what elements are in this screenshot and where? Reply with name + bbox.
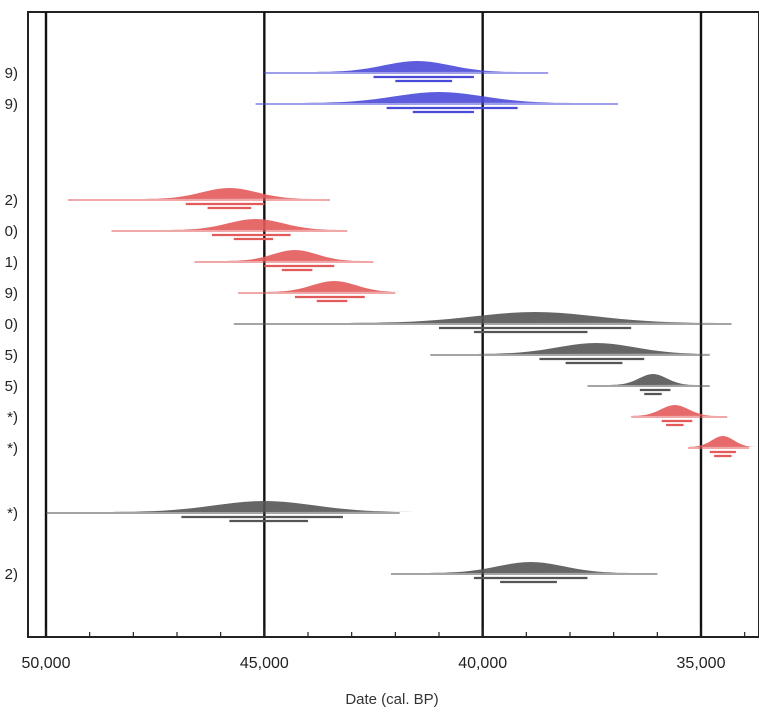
row-12 (46, 501, 416, 523)
row-label: 5) (5, 347, 18, 364)
posterior-distribution (267, 281, 402, 292)
row-label: 1) (5, 254, 18, 271)
posterior-distribution (611, 374, 695, 385)
row-8 (430, 343, 714, 365)
x-tick-label: 45,000 (240, 655, 289, 672)
posterior-distribution (113, 501, 416, 512)
row-2 (255, 92, 619, 114)
posterior-distribution (227, 250, 362, 261)
row-1 (264, 61, 549, 83)
row-label: *) (7, 505, 18, 522)
row-6 (238, 281, 402, 303)
row-13 (390, 562, 658, 584)
row-9 (587, 374, 710, 396)
row-10 (631, 405, 728, 427)
row-label: 0) (5, 316, 18, 333)
row-label: 0) (5, 223, 18, 240)
x-tick-label: 40,000 (458, 655, 507, 672)
frame-layer (27, 11, 759, 638)
row-label: *) (7, 409, 18, 426)
posterior-distribution (316, 61, 518, 72)
axis-layer: 50,000 45,000 40,000 35,000 (22, 629, 746, 672)
row-label: 9) (5, 96, 18, 113)
posterior-distribution (304, 92, 574, 103)
posterior-distribution (430, 562, 632, 573)
row-label: *) (7, 440, 18, 457)
x-tick-label: 35,000 (677, 655, 726, 672)
row-11 (687, 436, 757, 458)
row-label: 2) (5, 192, 18, 209)
row-5 (194, 250, 374, 272)
series-layer (46, 61, 757, 584)
posterior-distribution (478, 343, 714, 354)
row-label: 2) (5, 566, 18, 583)
plot-frame (27, 11, 759, 638)
row-label: 9) (5, 285, 18, 302)
posterior-distribution (350, 312, 720, 323)
label-layer: 9) 9) 2) 0) 1) 9) 0) 5) 5) *) *) *) 2) (5, 65, 18, 583)
posterior-distribution (145, 188, 314, 199)
posterior-distribution (632, 405, 717, 416)
x-axis-title: Date (cal. BP) (345, 691, 438, 708)
posterior-distribution (689, 436, 757, 447)
posterior-distribution (171, 219, 340, 230)
x-tick-label: 50,000 (22, 655, 71, 672)
row-label: 5) (5, 378, 18, 395)
row-4 (111, 219, 348, 241)
row-7 (233, 312, 732, 334)
row-label: 9) (5, 65, 18, 82)
row-3 (67, 188, 330, 210)
